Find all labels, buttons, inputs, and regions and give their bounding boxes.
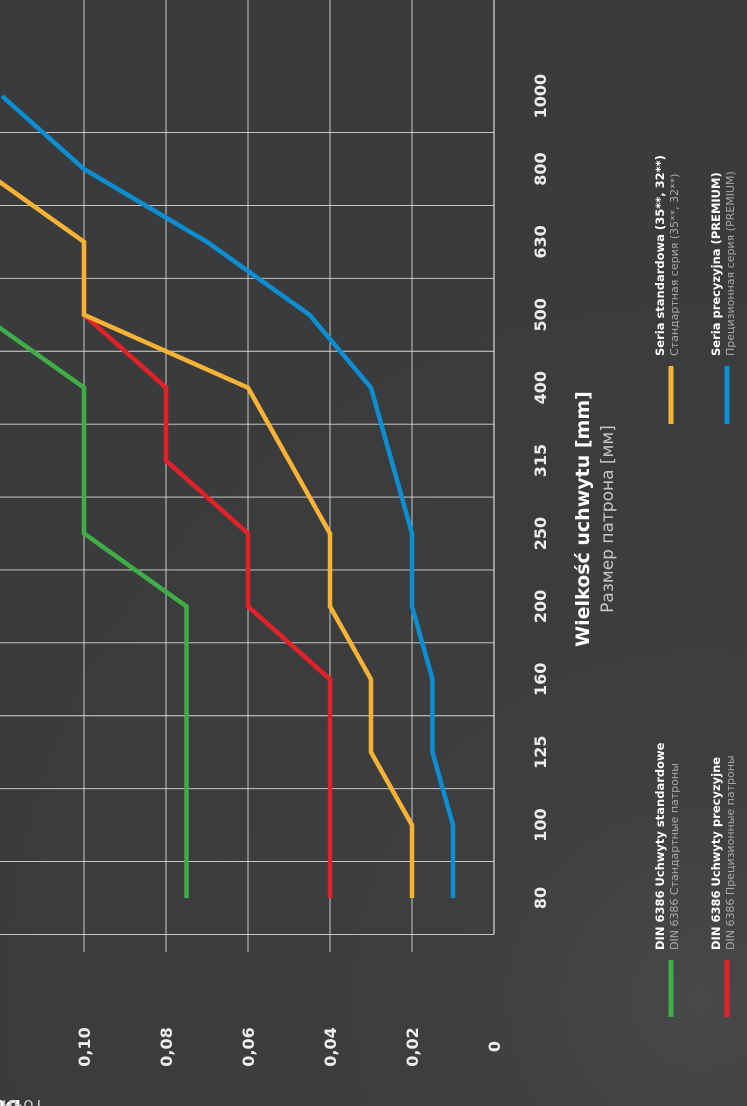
legend-sublabel: DIN 6386 Стандартные патроны bbox=[668, 763, 681, 950]
legend-sublabel: Стандартная серия (35**, 32**) bbox=[668, 174, 681, 356]
x-tick-label: 100 bbox=[531, 808, 550, 841]
x-tick-label: 160 bbox=[531, 663, 550, 696]
series-line-4 bbox=[0, 94, 456, 898]
legend-sublabel: Прецизионная серия (PREMIUM) bbox=[724, 171, 737, 356]
legend-label: Seria standardowa (35**, 32**) bbox=[653, 155, 667, 356]
y-tick-label: 0,10 bbox=[75, 1027, 94, 1066]
legend-label: Seria precyzyjna (PREMIUM) bbox=[709, 172, 723, 356]
x-tick-label: 1000 bbox=[531, 74, 550, 119]
legend-label: DIN 6386 Uchwyty precyzyjne bbox=[709, 757, 723, 950]
y-tick-label: 0,02 bbox=[403, 1027, 422, 1066]
legend-sublabel: DIN 6386 Прецизионные патроны bbox=[724, 755, 737, 950]
series-line-3 bbox=[0, 179, 415, 898]
x-tick-label: 250 bbox=[531, 517, 550, 550]
x-tick-label: 500 bbox=[531, 298, 550, 331]
y-axis-title: Dokładność mocowania [mm] bbox=[0, 1095, 21, 1106]
x-tick-label: 400 bbox=[531, 371, 550, 404]
series-line-2 bbox=[81, 241, 333, 898]
x-tick-label: 200 bbox=[531, 590, 550, 623]
y-tick-label: 0,06 bbox=[239, 1027, 258, 1066]
legend: DIN 6386 Uchwyty standardowe DIN 6386 Ста… bbox=[653, 155, 737, 1017]
legend-label: DIN 6386 Uchwyty standardowe bbox=[653, 742, 667, 950]
x-tick-label: 80 bbox=[531, 887, 550, 909]
series-line-1 bbox=[0, 325, 189, 898]
x-tick-label: 125 bbox=[531, 735, 550, 768]
x-tick-label: 800 bbox=[531, 152, 550, 185]
x-axis-title: Wielkość uchwytu [mm] bbox=[572, 391, 594, 647]
x-axis-subtitle: Размер патрона [мм] bbox=[598, 425, 618, 613]
x-tick-label: 315 bbox=[531, 444, 550, 477]
y-axis-subtitle: Точность центрирования [мм] bbox=[0, 1095, 45, 1106]
y-tick-label: 0,04 bbox=[321, 1027, 340, 1066]
grid bbox=[0, 0, 495, 952]
y-tick-label: 0 bbox=[485, 1041, 504, 1052]
x-tick-label: 630 bbox=[531, 225, 550, 258]
y-tick-label: 0,08 bbox=[157, 1027, 176, 1066]
